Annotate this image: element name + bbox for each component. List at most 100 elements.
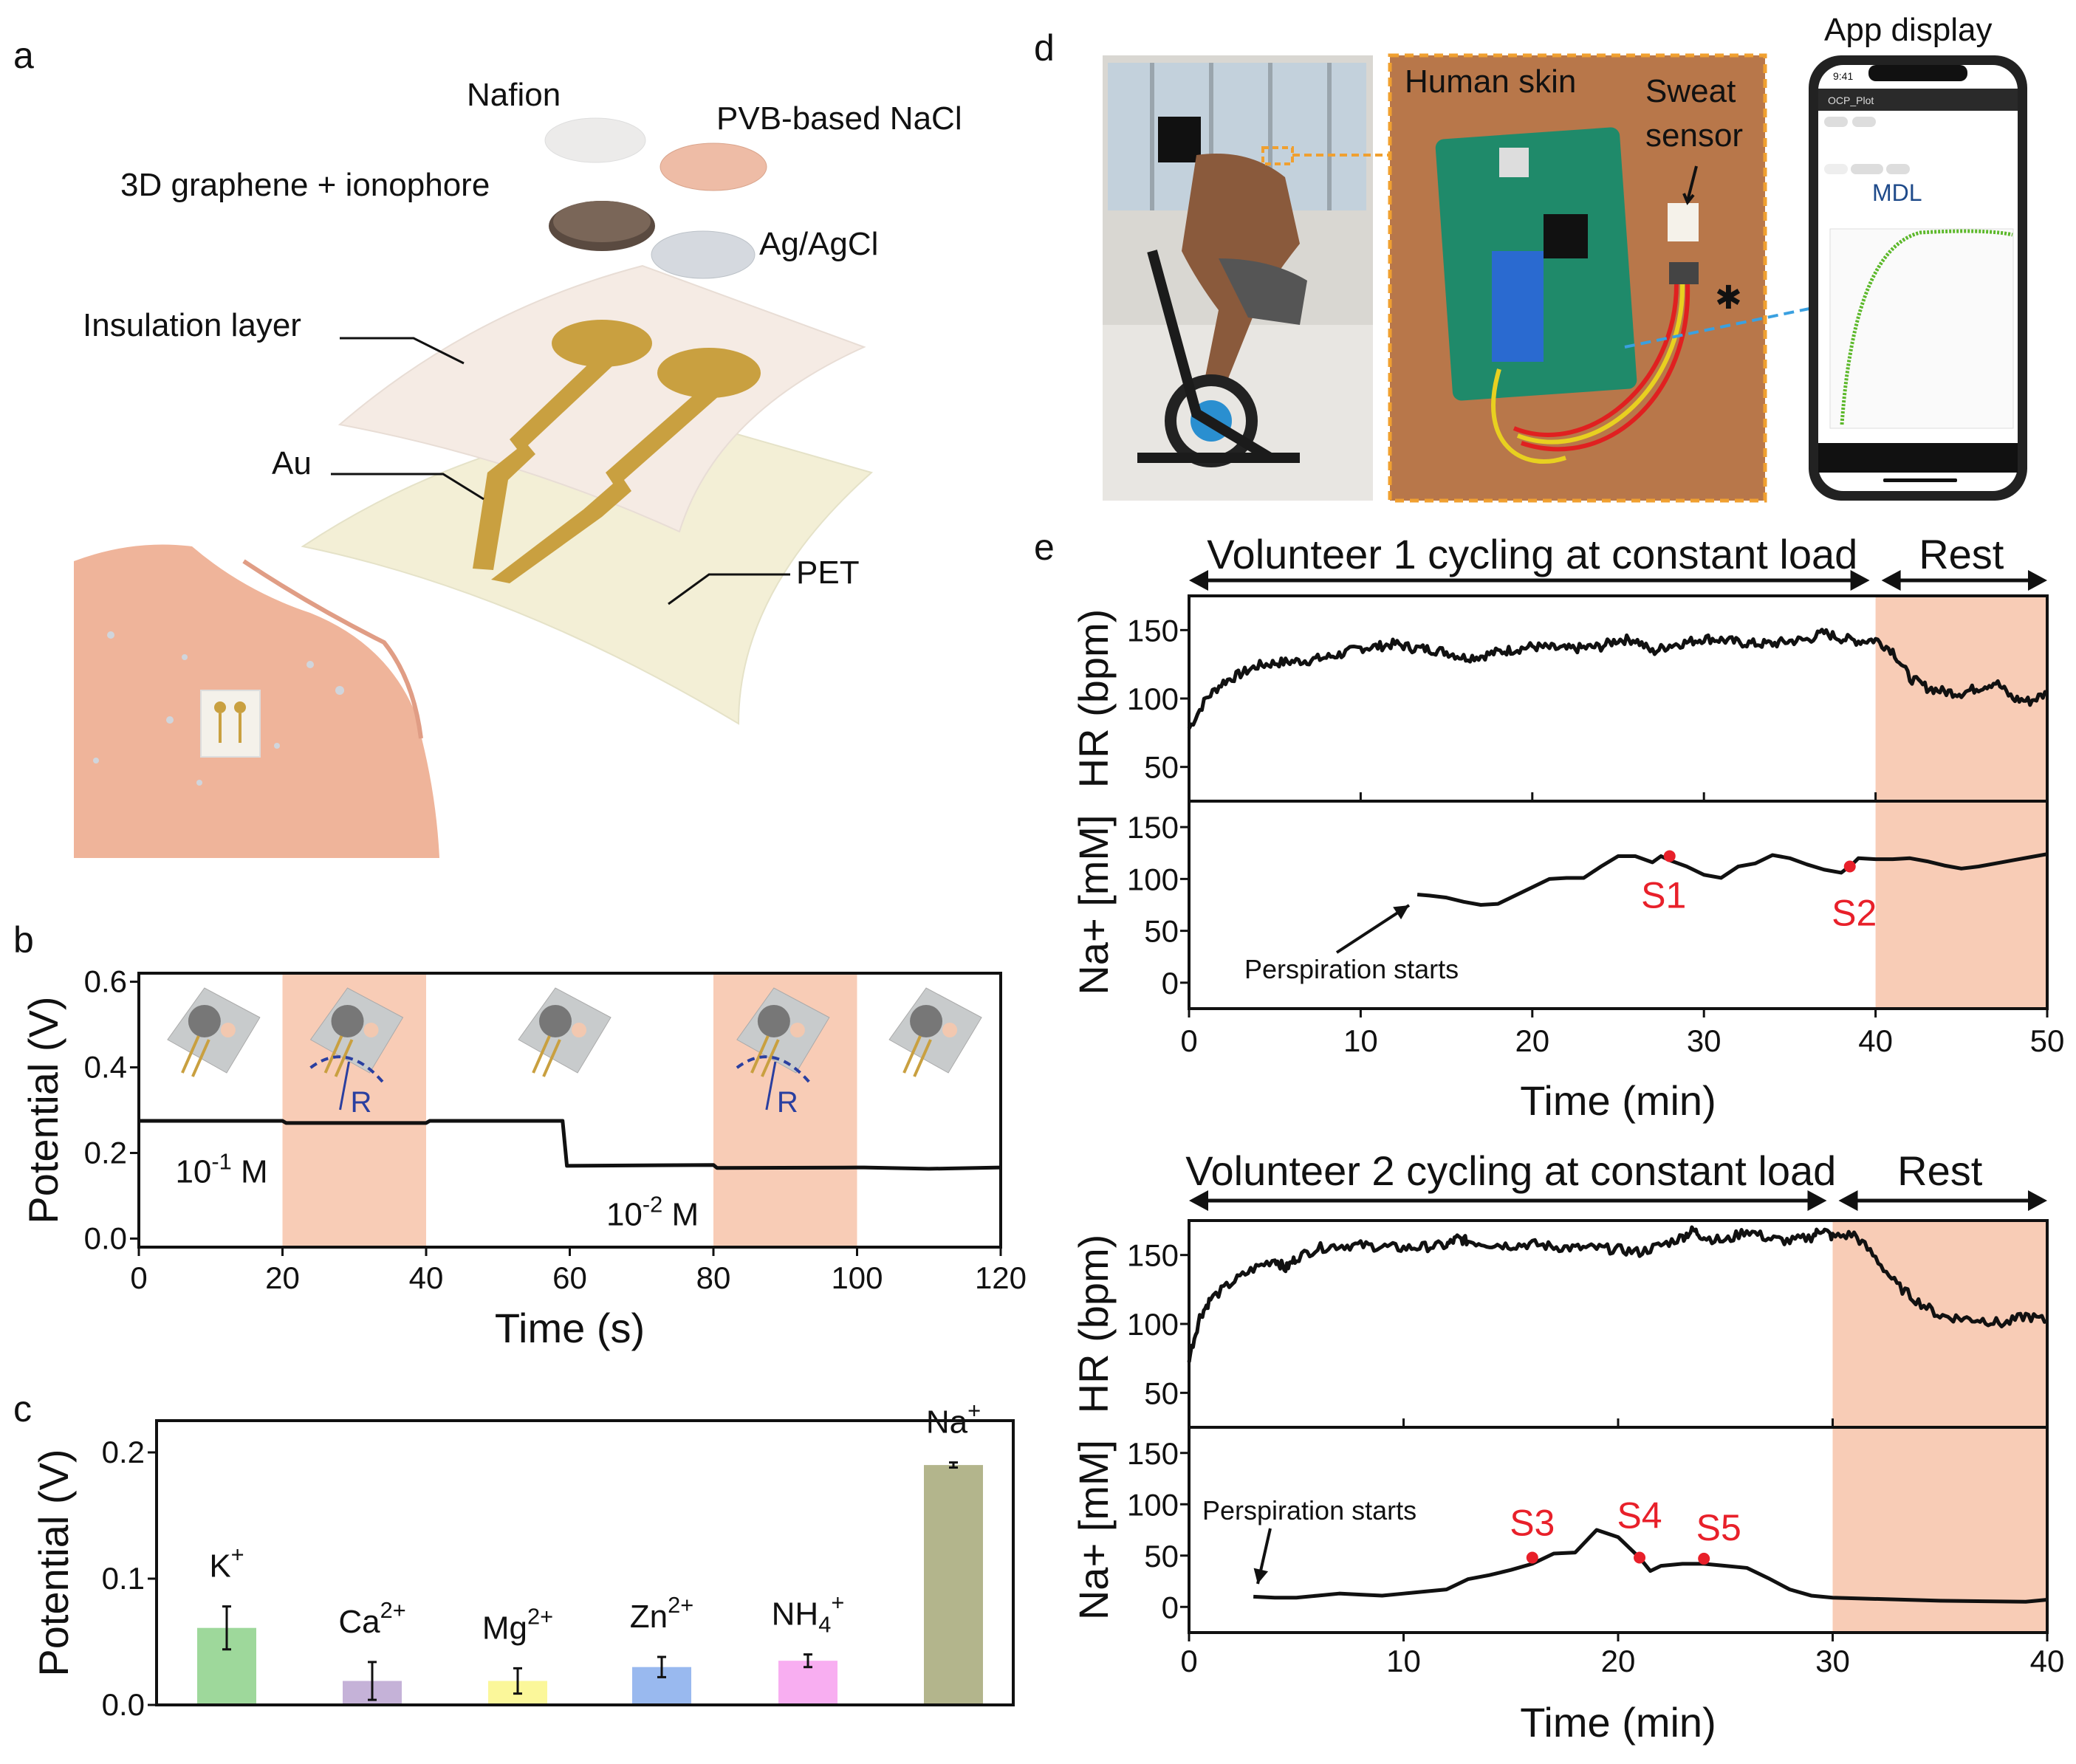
hr-y-tick-label: 50 <box>1144 750 1179 785</box>
label-app-display: App display <box>1824 12 1992 48</box>
hr-y-tick-label: 150 <box>1127 613 1179 648</box>
error-bar <box>949 1461 958 1469</box>
bluetooth-icon: ✱ <box>1715 280 1742 316</box>
heart-rate-trace <box>1187 628 2049 730</box>
panel-label-d: d <box>1034 27 1055 69</box>
sample-label: S3 <box>1510 1503 1555 1544</box>
label-pet: PET <box>796 555 860 591</box>
na-y-tick-label: 0 <box>1162 966 1179 1001</box>
sample-marker <box>1663 850 1676 862</box>
hr-axis-title: HR (bpm) <box>1070 609 1117 789</box>
phone-app-title: OCP_Plot <box>1828 95 1874 106</box>
y-tick-label: 0.1 <box>102 1561 145 1596</box>
sensor-state-icon <box>888 987 982 1077</box>
na-y-tick-label: 50 <box>1144 914 1179 949</box>
chart-b: R R 0 20 40 60 80 100 120 0.0 0.2 0.4 0.6 Time (s) Pot… <box>20 964 1027 1351</box>
na-y-tick-label: 100 <box>1127 862 1179 896</box>
panel-label-a: a <box>13 35 34 76</box>
na-y-tick-label: 100 <box>1127 1487 1179 1522</box>
x-tick-label: 20 <box>1515 1023 1549 1058</box>
hr-y-tick-label: 150 <box>1127 1238 1179 1273</box>
au-electrodes <box>473 320 761 583</box>
x-tick-label: 0 <box>1180 1023 1197 1058</box>
sample-marker <box>1843 860 1856 873</box>
x-tick-label: 10 <box>1343 1023 1378 1058</box>
error-bar <box>804 1653 812 1669</box>
concentration-label: 10-1 M <box>175 1148 267 1190</box>
panel-label-b: b <box>13 919 34 961</box>
cycling-label: Volunteer 2 cycling at constant load <box>1185 1147 1836 1194</box>
perspiration-label: Perspiration starts <box>1244 954 1459 984</box>
cycling-label: Volunteer 1 cycling at constant load <box>1207 531 1857 577</box>
x-axis-title: Time (min) <box>1520 1077 1716 1124</box>
perspiration-arrow-head <box>1393 905 1409 920</box>
label-human-skin: Human skin <box>1405 64 1576 100</box>
sweat-sensor-patch <box>1668 203 1699 241</box>
hr-y-tick-label: 100 <box>1127 682 1179 716</box>
x-tick-label: 30 <box>1687 1023 1722 1058</box>
na-y-tick-label: 0 <box>1162 1590 1179 1624</box>
panel-label-c: c <box>13 1388 32 1430</box>
rest-arrow-heads <box>1881 570 2047 591</box>
nafion-disc <box>544 117 646 163</box>
x-tick-label: 0 <box>1180 1644 1197 1678</box>
bend-radius-label: R <box>351 1086 372 1119</box>
bar-category-label: K+ <box>209 1542 244 1585</box>
y-tick-label: 0.2 <box>102 1435 145 1469</box>
bar-category-label: Ca2+ <box>338 1597 405 1640</box>
x-tick-label: 10 <box>1386 1644 1421 1678</box>
sensor-state-icon <box>167 987 261 1077</box>
potential-trace <box>139 1119 1001 1171</box>
bend-radius-arc <box>309 1055 386 1085</box>
rest-label: Rest <box>1897 1147 1983 1194</box>
chart-c: K+ Ca2+ Mg2+ Zn2+ NH4+ Na+ 0.0 0.1 0.2 Potential … <box>30 1398 1015 1722</box>
label-nafion: Nafion <box>467 77 561 113</box>
na-y-tick-label: 50 <box>1144 1539 1179 1573</box>
hr-y-tick-label: 100 <box>1127 1307 1179 1342</box>
sample-marker <box>1526 1551 1538 1564</box>
bar-category-label: Zn2+ <box>630 1592 693 1635</box>
sodium-trace <box>1253 1528 2048 1604</box>
heart-rate-trace <box>1187 1225 2048 1363</box>
panel-label-e: e <box>1034 526 1055 568</box>
x-tick-label: 20 <box>1601 1644 1636 1678</box>
x-axis-title: Time (s) <box>495 1305 645 1351</box>
bend-radius-label: R <box>777 1086 798 1119</box>
x-tick-label: 40 <box>2030 1644 2065 1678</box>
x-tick-label: 20 <box>265 1260 300 1295</box>
sample-marker <box>1634 1551 1646 1564</box>
label-au: Au <box>272 445 312 481</box>
phone-logo: MDL <box>1872 179 1922 206</box>
label-sweat-sensor-2: sensor <box>1645 117 1743 154</box>
label-insulation-layer: Insulation layer <box>83 307 301 343</box>
chart-e2: 0 10 20 30 40 50 100 150 0 50 100 150 Time (min) HR (… <box>1070 1147 2064 1746</box>
x-tick-label: 100 <box>831 1260 883 1295</box>
bar-category-label: Na+ <box>926 1398 981 1441</box>
na-axis-title: Na+ [mM] <box>1070 1440 1117 1620</box>
smartphone: 9:41 OCP_Plot MDL <box>1809 55 2027 501</box>
panel-d: ✱ Human skin Sweat sensor App display 9:… <box>1103 12 2027 503</box>
sample-label: S2 <box>1832 893 1877 934</box>
bar-category-label: Mg2+ <box>482 1603 553 1646</box>
phone-time: 9:41 <box>1833 70 1853 82</box>
sensor-state-icon <box>518 987 612 1077</box>
error-bar <box>368 1661 377 1701</box>
y-tick-label: 0.0 <box>102 1687 145 1722</box>
x-tick-label: 80 <box>696 1260 731 1295</box>
cycling-photo <box>1103 55 1390 501</box>
x-tick-label: 40 <box>409 1260 444 1295</box>
y-tick-label: 0.4 <box>84 1050 127 1085</box>
error-bar <box>657 1655 666 1678</box>
bend-radius-arc <box>736 1055 812 1085</box>
error-bar <box>222 1605 231 1651</box>
x-tick-label: 40 <box>1858 1023 1893 1058</box>
x-tick-label: 120 <box>975 1260 1027 1295</box>
x-tick-label: 50 <box>2030 1023 2065 1058</box>
label-pvb-nacl: PVB-based NaCl <box>716 100 962 137</box>
hr-axis-title: HR (bpm) <box>1070 1235 1117 1414</box>
error-bar <box>513 1667 522 1695</box>
hr-y-tick-label: 50 <box>1144 1376 1179 1410</box>
y-axis-title: Potential (V) <box>20 996 66 1224</box>
rest-label: Rest <box>1919 531 2004 577</box>
pet-layer <box>301 412 874 725</box>
